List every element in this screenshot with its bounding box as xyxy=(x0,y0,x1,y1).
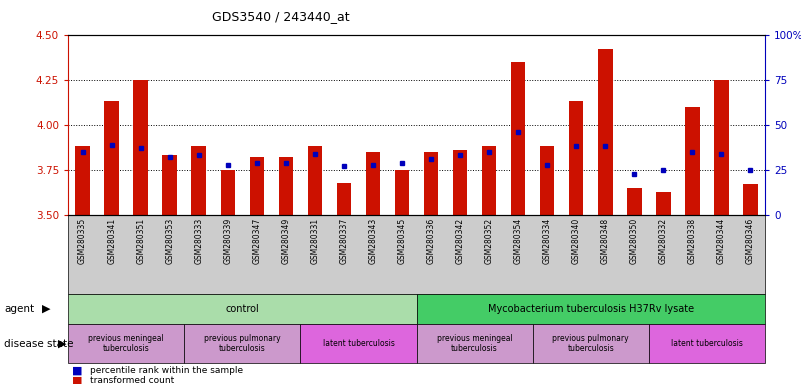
Text: Mycobacterium tuberculosis H37Rv lysate: Mycobacterium tuberculosis H37Rv lysate xyxy=(488,304,694,314)
Bar xyxy=(417,324,533,363)
Bar xyxy=(627,188,642,215)
Bar xyxy=(395,170,409,215)
Text: latent tuberculosis: latent tuberculosis xyxy=(671,339,743,348)
Bar xyxy=(191,146,206,215)
Bar xyxy=(336,182,351,215)
Bar xyxy=(685,107,699,215)
Text: transformed count: transformed count xyxy=(90,376,174,384)
Text: percentile rank within the sample: percentile rank within the sample xyxy=(90,366,243,375)
Bar xyxy=(279,157,293,215)
Bar xyxy=(68,324,184,363)
Text: ■: ■ xyxy=(72,366,83,376)
Bar xyxy=(598,49,613,215)
Bar xyxy=(482,146,497,215)
Bar xyxy=(714,80,729,215)
Text: previous meningeal
tuberculosis: previous meningeal tuberculosis xyxy=(88,334,164,353)
Bar xyxy=(308,146,322,215)
Text: disease state: disease state xyxy=(4,339,74,349)
Text: control: control xyxy=(225,304,260,314)
Text: agent: agent xyxy=(4,304,34,314)
Bar xyxy=(366,152,380,215)
Bar xyxy=(68,294,417,324)
Bar xyxy=(417,294,765,324)
Bar xyxy=(453,150,467,215)
Bar xyxy=(163,156,177,215)
Bar xyxy=(300,324,417,363)
Bar xyxy=(743,184,758,215)
Text: previous pulmonary
tuberculosis: previous pulmonary tuberculosis xyxy=(204,334,280,353)
Text: ■: ■ xyxy=(72,375,83,384)
Bar xyxy=(220,170,235,215)
Text: GDS3540 / 243440_at: GDS3540 / 243440_at xyxy=(211,10,349,23)
Text: previous pulmonary
tuberculosis: previous pulmonary tuberculosis xyxy=(553,334,629,353)
Bar xyxy=(184,324,300,363)
Bar xyxy=(424,152,438,215)
Text: latent tuberculosis: latent tuberculosis xyxy=(323,339,394,348)
Bar xyxy=(511,62,525,215)
Bar xyxy=(250,157,264,215)
Bar xyxy=(540,146,554,215)
Text: previous meningeal
tuberculosis: previous meningeal tuberculosis xyxy=(437,334,513,353)
Bar xyxy=(134,80,148,215)
Bar xyxy=(533,324,649,363)
Bar xyxy=(569,101,583,215)
Bar xyxy=(656,192,670,215)
Bar xyxy=(649,324,765,363)
Text: ▶: ▶ xyxy=(58,339,66,349)
Bar xyxy=(104,101,119,215)
Bar xyxy=(75,146,90,215)
Text: ▶: ▶ xyxy=(42,304,50,314)
